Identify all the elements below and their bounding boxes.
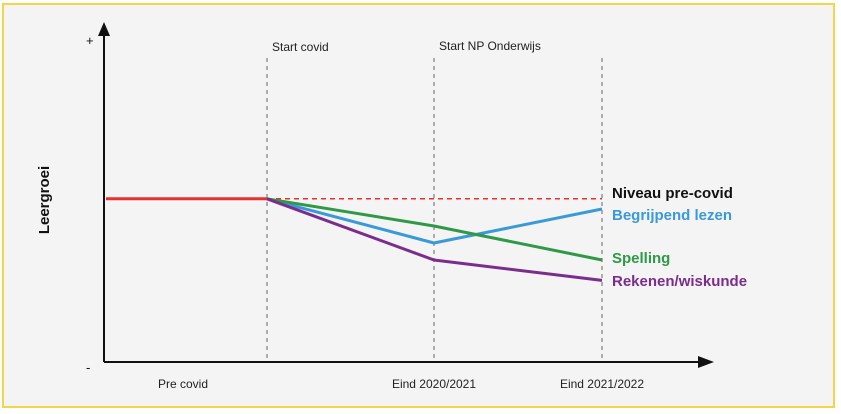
legend-label-begrijpend-lezen: Begrijpend lezen — [612, 207, 732, 224]
series-line-rekenen-wiskunde — [266, 197, 603, 282]
series-line-begrijpend-lezen — [266, 197, 603, 245]
y-bottom-tick: - — [86, 360, 90, 375]
legend-label-rekenen-wiskunde: Rekenen/wiskunde — [612, 273, 747, 290]
chart-frame — [2, 3, 835, 408]
x-axis-arrow — [698, 356, 714, 368]
legend-layer: Niveau pre-covid Begrijpend lezen Spelling… — [612, 185, 747, 290]
y-top-tick: + — [86, 33, 94, 48]
marker-label-start-covid: Start covid — [272, 40, 329, 54]
y-axis-label: Leergroei — [36, 166, 53, 234]
x-tick-label: Eind 2021/2022 — [560, 377, 644, 391]
legend-label-niveau-pre-covid: Niveau pre-covid — [612, 185, 733, 202]
marker-label-start-np-onderwijs: Start NP Onderwijs — [439, 39, 541, 53]
x-tick-label: Pre covid — [158, 377, 208, 391]
legend-label-spelling: Spelling — [612, 250, 670, 267]
x-tick-label: Eind 2020/2021 — [392, 377, 476, 391]
series-line-spelling — [266, 197, 603, 262]
y-axis-arrow — [98, 22, 110, 36]
series-layer — [106, 197, 603, 282]
